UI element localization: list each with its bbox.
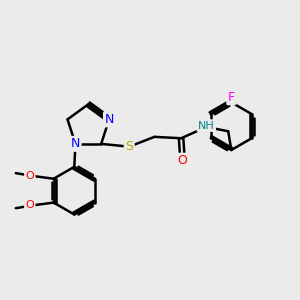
Text: N: N: [71, 137, 80, 150]
Text: F: F: [228, 91, 235, 104]
Text: N: N: [104, 113, 114, 126]
Text: O: O: [26, 171, 34, 181]
Text: O: O: [178, 154, 188, 167]
Text: O: O: [26, 200, 34, 210]
Text: NH: NH: [198, 121, 215, 130]
Text: S: S: [125, 140, 133, 153]
